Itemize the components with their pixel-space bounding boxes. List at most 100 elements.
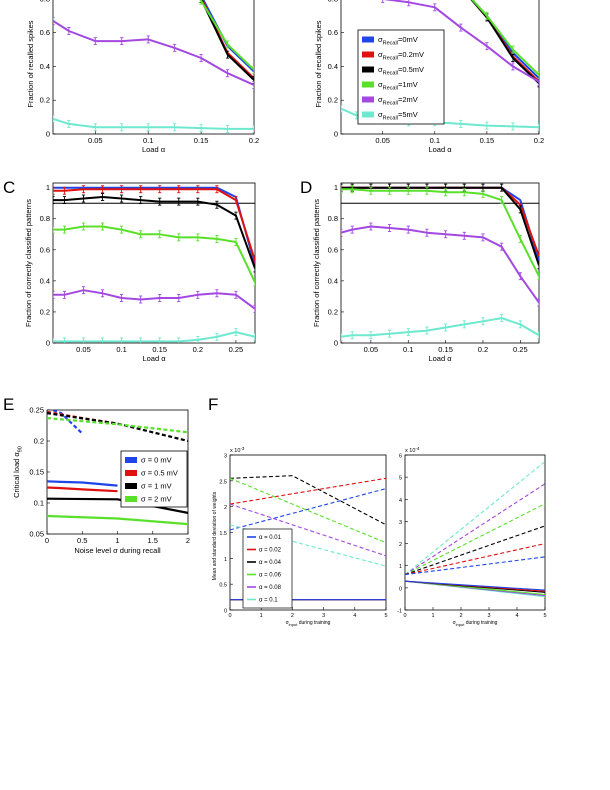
legend-label: σ = 2 mV (141, 495, 172, 504)
series-line-3 (53, 225, 255, 283)
x-tick-label: 0.15 (194, 136, 209, 145)
series-line-5 (53, 117, 254, 130)
panel-label-e: E (3, 395, 14, 414)
series-line-3 (341, 188, 539, 277)
series-line-3 (230, 477, 386, 544)
x-tick-label: 0.1 (430, 136, 440, 145)
y-tick-label: 0.6 (328, 28, 338, 37)
x-tick-label: 5 (543, 613, 546, 619)
series-line-5 (53, 331, 255, 343)
x-tick-label: 0.05 (76, 345, 91, 354)
y-tick-label: 0.4 (328, 276, 338, 285)
legend-label: σRecall=5mV (378, 110, 418, 122)
x-axis-label: Load α (428, 354, 452, 363)
x-tick-label: 0.15 (480, 136, 495, 145)
legend-label: α = 0.1 (259, 598, 278, 604)
x-tick-label: 0.05 (88, 136, 103, 145)
y-tick-label: 1 (334, 183, 338, 192)
legend-swatch (125, 483, 137, 489)
plot-area (47, 410, 188, 526)
series-line-1 (47, 486, 118, 493)
series-line-4 (53, 19, 254, 86)
x-tick-label: 2 (459, 613, 462, 619)
y-tick-label: 4 (399, 498, 402, 504)
y-tick-label: 0 (334, 339, 338, 348)
series-line-5 (341, 317, 539, 338)
y-tick-label: 1 (399, 564, 402, 570)
legend-label: σ = 1 mV (141, 482, 172, 491)
x-axis-label: σinput during training (453, 620, 498, 627)
y-tick-label: 0.05 (29, 530, 44, 539)
series-line-2 (53, 196, 255, 269)
x-axis-label: Load α (142, 354, 166, 363)
legend-label: σ = 0 mV (141, 456, 172, 465)
legend-swatch (362, 51, 374, 58)
series-line-6 (47, 412, 188, 443)
y-tick-label: 0.6 (328, 245, 338, 254)
series-line-0 (47, 480, 118, 487)
panel-c-correctly-classified: 0.05 0.1 0.15 0.2 0.25 0 0.2 0.4 0.6 0.8 1 Load α Fr… (24, 182, 256, 363)
panel-f-ylabel: Mean and standard deviation of weights (212, 491, 218, 580)
y-tick-label: 0.8 (40, 214, 50, 223)
axes-frame (404, 454, 546, 611)
panel-b-fraction-recalled-spikes: 0.05 0.1 0.15 0.2 0 0.2 0.4 0.6 0.8 Load α Fractio… (314, 0, 544, 154)
series-line-4 (341, 225, 539, 304)
y-tick-label: 0.15 (29, 468, 44, 477)
axes-frame (52, 0, 255, 135)
series-line-7 (47, 417, 188, 434)
series-line-3 (471, 0, 539, 76)
x-tick-label: 1 (115, 536, 119, 545)
legend-label: α = 0.01 (259, 535, 282, 541)
plot-area (341, 183, 539, 341)
series-line-0 (405, 461, 545, 576)
legend-label: σRecall=1mV (378, 80, 418, 92)
panel-label-c: C (3, 178, 15, 197)
series-line-5 (405, 556, 545, 576)
axis-exponent: x 10-4 (405, 446, 420, 454)
y-tick-label: 5 (399, 476, 402, 482)
series-line-1 (53, 188, 255, 262)
legend-label: σRecall=0mV (378, 35, 418, 47)
series-line-4 (405, 543, 545, 576)
y-tick-label: 0.2 (40, 96, 50, 105)
legend-swatch (362, 111, 374, 118)
panel-d-correctly-classified: 0.05 0.1 0.15 0.2 0.25 0 0.2 0.4 0.6 0.8 1 Load α Fr… (312, 182, 540, 363)
x-tick-label: 3 (322, 613, 325, 619)
y-tick-label: 0 (224, 609, 227, 615)
y-tick-label: 0.8 (328, 0, 338, 3)
legend-label: σ = 0.5 mV (141, 469, 178, 478)
series-line-1 (201, 0, 254, 80)
y-tick-label: 0 (399, 586, 402, 592)
x-tick-label: 2 (186, 536, 190, 545)
y-tick-label: 1.5 (219, 531, 227, 537)
series-line-4 (53, 289, 255, 310)
x-tick-label: 0.2 (534, 136, 544, 145)
y-tick-label: 0.8 (328, 214, 338, 223)
x-tick-label: 2 (291, 613, 294, 619)
x-tick-label: 4 (353, 613, 356, 619)
y-tick-label: 0.2 (328, 96, 338, 105)
series-line-2 (405, 503, 545, 576)
y-tick-label: 0 (46, 339, 50, 348)
y-tick-label: 0.4 (40, 276, 50, 285)
y-tick-label: 2 (224, 505, 227, 511)
plot-area (53, 0, 254, 133)
series-line-4 (49, 410, 84, 435)
legend-label: α = 0.02 (259, 548, 282, 554)
y-tick-label: 2.5 (219, 479, 227, 485)
legend-swatch (125, 496, 137, 502)
y-tick-label: 3 (224, 454, 227, 460)
x-tick-label: 0.05 (375, 136, 390, 145)
series-line-2 (341, 186, 539, 266)
x-axis-label: Load α (142, 145, 166, 154)
series-line-3 (199, 0, 254, 71)
y-tick-label: -1 (397, 609, 402, 615)
panel-label-f: F (208, 395, 218, 414)
legend-label: α = 0.08 (259, 585, 282, 591)
x-tick-label: 3 (487, 613, 490, 619)
x-tick-label: 0.2 (249, 136, 259, 145)
axis-exponent: x 10-3 (230, 446, 245, 454)
y-tick-label: 0.6 (40, 245, 50, 254)
x-tick-label: 1 (260, 613, 263, 619)
